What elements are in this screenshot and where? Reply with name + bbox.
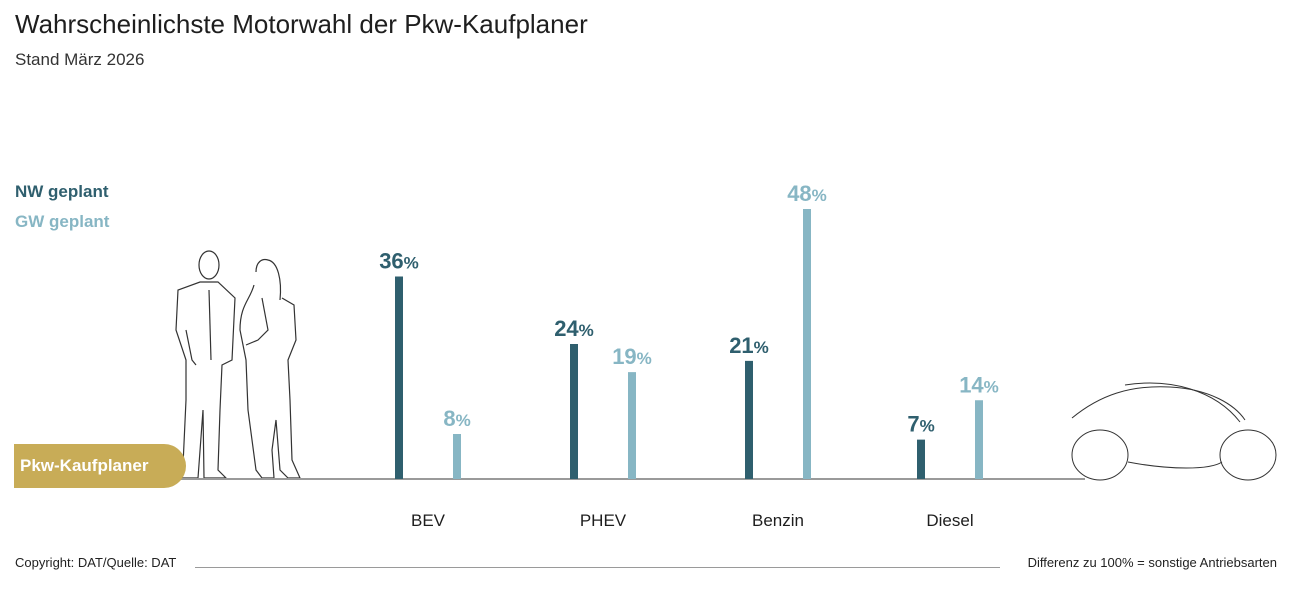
category-label-phev: PHEV xyxy=(580,511,627,530)
bar-phev-gw xyxy=(628,372,636,479)
bar-bev-nw xyxy=(395,276,403,479)
chart-title: Wahrscheinlichste Motorwahl der Pkw-Kauf… xyxy=(15,9,588,39)
data-label-diesel-gw: 14% xyxy=(959,372,999,397)
footer-divider xyxy=(195,567,1000,568)
badge-label: Pkw-Kaufplaner xyxy=(20,456,149,475)
bar-benzin-gw xyxy=(803,209,811,479)
footer-note: Differenz zu 100% = sonstige Antriebsart… xyxy=(1027,555,1277,570)
bar-benzin-nw xyxy=(745,360,753,479)
data-label-phev-nw: 24% xyxy=(554,316,594,341)
bar-bev-gw xyxy=(453,434,461,479)
car-illustration-icon xyxy=(1071,382,1277,481)
legend-gw: GW geplant xyxy=(15,212,110,231)
data-label-phev-gw: 19% xyxy=(612,344,652,369)
data-label-benzin-gw: 48% xyxy=(787,181,827,206)
pkw-kaufplaner-badge: Pkw-Kaufplaner xyxy=(14,444,186,488)
data-label-bev-nw: 36% xyxy=(379,249,419,274)
legend-nw: NW geplant xyxy=(15,182,109,201)
category-label-diesel: Diesel xyxy=(926,511,973,530)
people-illustration-icon xyxy=(174,250,301,479)
category-label-benzin: Benzin xyxy=(752,511,804,530)
footer-source: Copyright: DAT/Quelle: DAT xyxy=(15,555,177,570)
data-label-diesel-nw: 7% xyxy=(907,412,934,437)
bar-phev-nw xyxy=(570,344,578,479)
data-label-benzin-nw: 21% xyxy=(729,333,769,358)
chart-subtitle: Stand März 2026 xyxy=(15,50,145,69)
category-label-bev: BEV xyxy=(411,511,446,530)
data-label-bev-gw: 8% xyxy=(443,406,470,431)
bar-diesel-gw xyxy=(975,400,983,479)
bar-diesel-nw xyxy=(917,439,925,479)
